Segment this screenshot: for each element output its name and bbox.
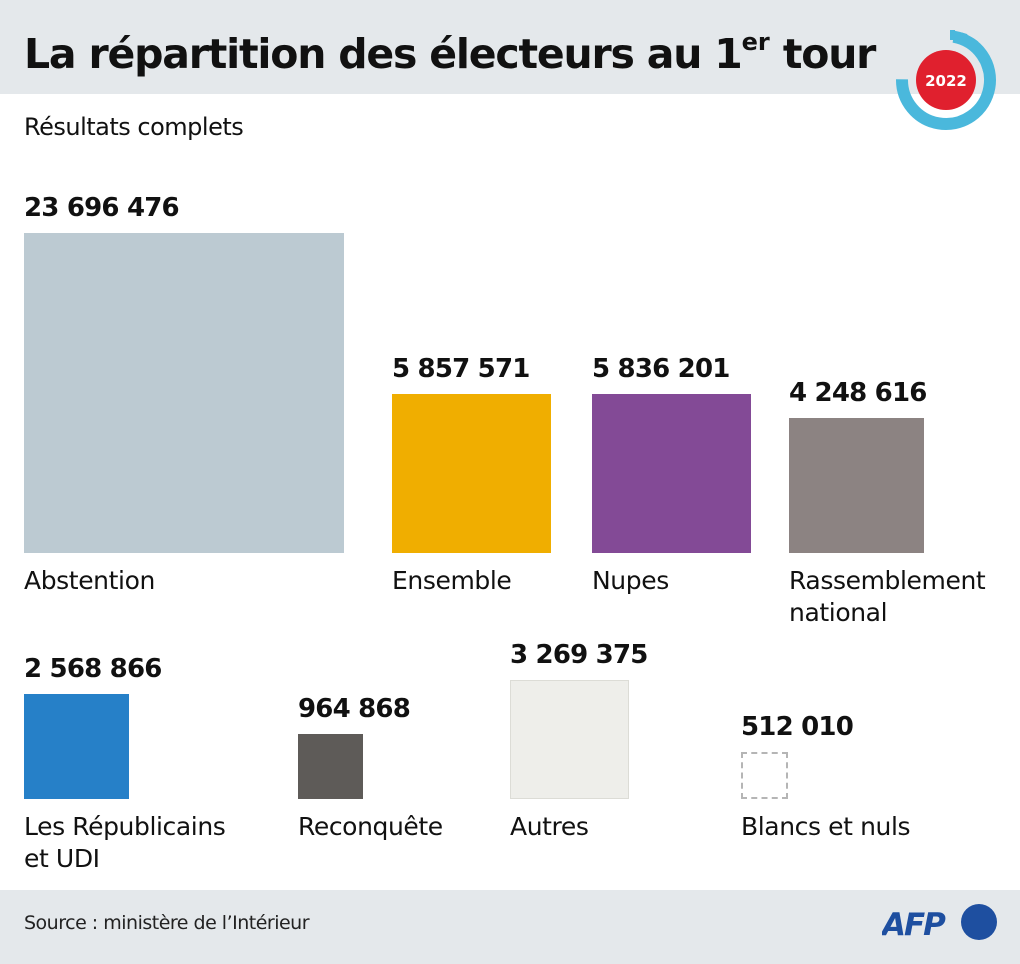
afp-logo-icon: AFP [882, 904, 997, 942]
category-label-line: Blancs et nuls [741, 812, 911, 841]
category-label-line: Autres [510, 812, 589, 841]
square-reconquete [298, 734, 363, 799]
chart-title: La répartition des électeurs au 1er tour [24, 28, 876, 78]
category-label-line: et UDI [24, 844, 100, 873]
square-nupes [592, 394, 751, 553]
square-les-republicains-et-udi [24, 694, 129, 799]
value-label-les-republicains-et-udi: 2 568 866 [24, 654, 162, 684]
value-label-rassemblement-national: 4 248 616 [789, 378, 927, 408]
afp-logo-text: AFP [882, 907, 946, 942]
category-label-line: Ensemble [392, 566, 512, 595]
afp-logo-dot [961, 904, 997, 940]
value-label-reconquete: 964 868 [298, 694, 411, 724]
badge-center [916, 50, 976, 110]
value-label-abstention: 23 696 476 [24, 193, 180, 223]
category-label-nupes: Nupes [592, 565, 669, 597]
footer-bar: Source : ministère de l’Intérieur AFP [0, 890, 1020, 964]
header-bar: La répartition des électeurs au 1er tour [0, 0, 1020, 94]
year-badge-icon: 2022 [896, 30, 996, 130]
category-label-line: Abstention [24, 566, 155, 595]
category-label-abstention: Abstention [24, 565, 155, 597]
category-label-rassemblement-national: Rassemblement national [789, 565, 986, 629]
badge-year: 2022 [925, 72, 967, 90]
value-label-blancs-et-nuls: 512 010 [741, 712, 854, 742]
chart-subtitle: Résultats complets [24, 113, 244, 141]
title-superscript: er [741, 28, 770, 56]
square-blancs-et-nuls [741, 752, 788, 799]
category-label-autres: Autres [510, 811, 589, 843]
value-label-ensemble: 5 857 571 [392, 354, 530, 384]
category-label-blancs-et-nuls: Blancs et nuls [741, 811, 911, 843]
category-label-line: Les Républicains [24, 812, 226, 841]
square-ensemble [392, 394, 551, 553]
value-label-autres: 3 269 375 [510, 640, 648, 670]
square-abstention [24, 233, 344, 553]
category-label-line: Nupes [592, 566, 669, 595]
category-label-line: Rassemblement [789, 566, 986, 595]
badge-ticks [950, 30, 994, 72]
category-label-line: Reconquête [298, 812, 443, 841]
square-autres [510, 680, 629, 799]
category-label-ensemble: Ensemble [392, 565, 512, 597]
category-label-reconquete: Reconquête [298, 811, 443, 843]
square-rassemblement-national [789, 418, 924, 553]
value-label-nupes: 5 836 201 [592, 354, 730, 384]
source-note: Source : ministère de l’Intérieur [24, 912, 310, 934]
category-label-line: national [789, 598, 888, 627]
category-label-les-republicains-et-udi: Les Républicains et UDI [24, 811, 226, 875]
